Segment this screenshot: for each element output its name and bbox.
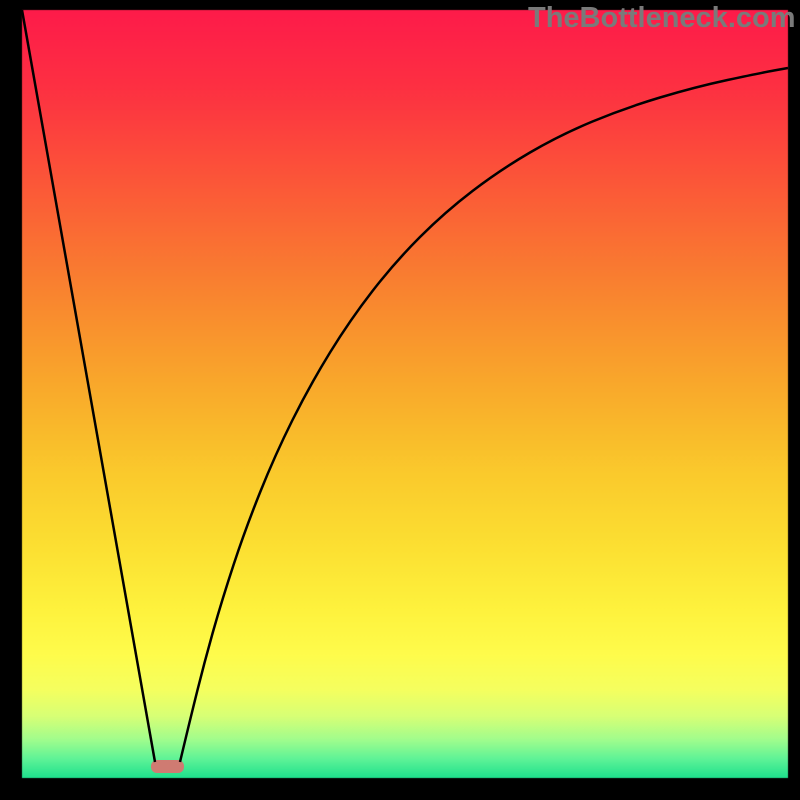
curve-right-segment (180, 68, 788, 762)
curve-overlay (0, 0, 800, 800)
chart-container: TheBottleneck.com (0, 0, 800, 800)
curve-left-segment (22, 10, 155, 762)
watermark-text: TheBottleneck.com (528, 2, 796, 35)
marker-pill (151, 760, 184, 773)
